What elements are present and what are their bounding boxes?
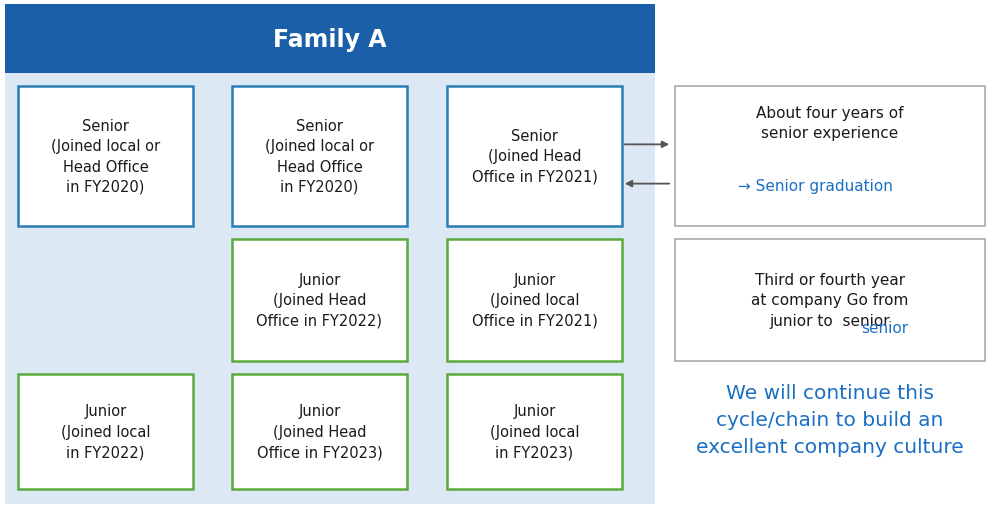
Text: We will continue this
cycle/chain to build an
excellent company culture: We will continue this cycle/chain to bui…	[696, 383, 964, 457]
Bar	[232, 374, 407, 489]
Text: Junior
(Joined Head
Office in FY2023): Junior (Joined Head Office in FY2023)	[257, 404, 382, 459]
Bar	[18, 87, 193, 227]
Bar	[447, 374, 622, 489]
Bar	[447, 239, 622, 361]
Text: About four years of
senior experience: About four years of senior experience	[756, 106, 904, 141]
Bar	[18, 374, 193, 489]
Text: Junior
(Joined local
in FY2022): Junior (Joined local in FY2022)	[61, 404, 150, 459]
Text: senior: senior	[861, 321, 909, 336]
Text: Junior
(Joined local
in FY2023): Junior (Joined local in FY2023)	[490, 404, 579, 459]
Text: Third or fourth year
at company Go from
junior to  senior: Third or fourth year at company Go from …	[751, 272, 909, 328]
Text: Senior
(Joined Head
Office in FY2021): Senior (Joined Head Office in FY2021)	[472, 129, 597, 184]
Bar	[675, 87, 985, 227]
Text: Family A: Family A	[273, 27, 387, 51]
Text: → Senior graduation: → Senior graduation	[738, 179, 892, 193]
Bar	[5, 5, 655, 74]
Text: Senior
(Joined local or
Head Office
in FY2020): Senior (Joined local or Head Office in F…	[51, 119, 160, 194]
Text: Junior
(Joined local
Office in FY2021): Junior (Joined local Office in FY2021)	[472, 272, 597, 328]
Bar	[232, 239, 407, 361]
Bar	[232, 87, 407, 227]
Text: Junior
(Joined Head
Office in FY2022): Junior (Joined Head Office in FY2022)	[256, 272, 382, 328]
Text: Senior
(Joined local or
Head Office
in FY2020): Senior (Joined local or Head Office in F…	[265, 119, 374, 194]
Bar	[5, 5, 655, 504]
Bar	[675, 239, 985, 361]
Bar	[447, 87, 622, 227]
